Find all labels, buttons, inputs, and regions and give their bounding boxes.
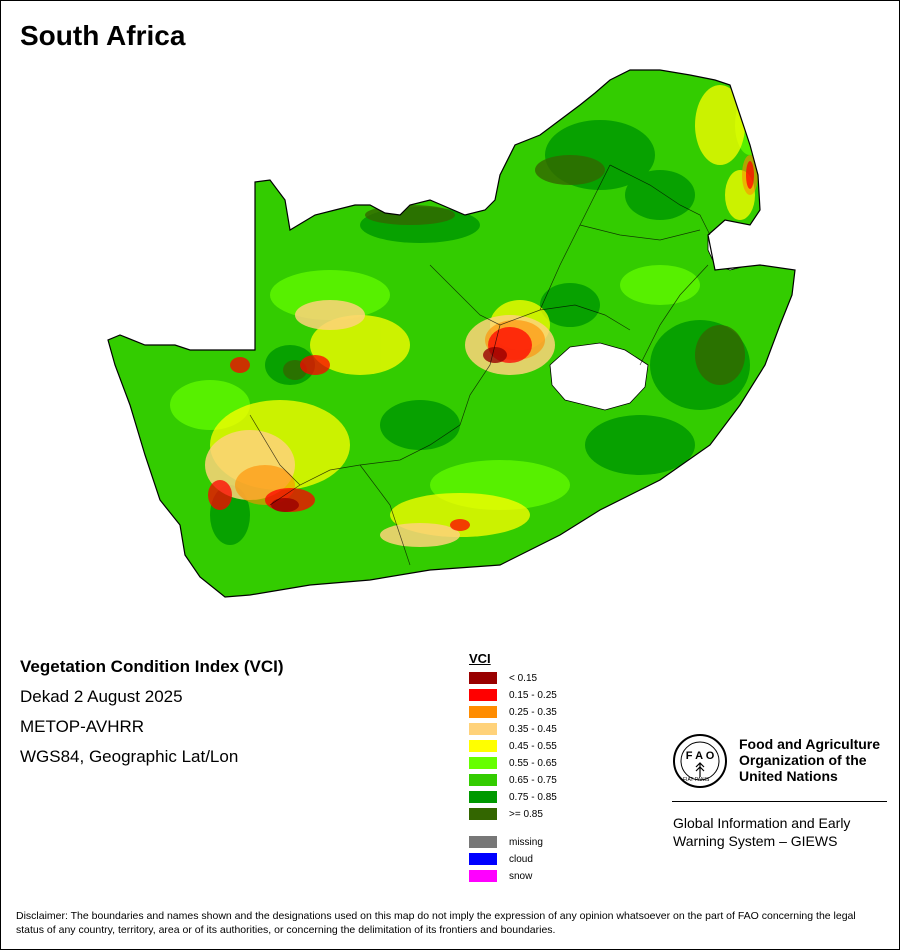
map-title: South Africa [20, 20, 186, 51]
legend-class-label: >= 0.85 [509, 808, 543, 820]
legend-class-swatch [469, 706, 497, 718]
legend-special-row: snow [469, 869, 532, 883]
map-projection: WGS84, Geographic Lat/Lon [20, 747, 239, 766]
province-boundaries [249, 164, 711, 566]
legend-title: VCI [469, 651, 491, 666]
vci-very-low-patches [208, 161, 754, 531]
vci-extreme-low-patches [271, 347, 507, 512]
fao-name-line1: Food and Agriculture [739, 736, 881, 752]
legend-class-label: 0.15 - 0.25 [509, 689, 557, 701]
giews-name: Global Information and Early Warning Sys… [673, 814, 893, 850]
legend-special-swatch [469, 853, 497, 865]
legend-class-row: 0.65 - 0.75 [469, 773, 557, 787]
eswatini-area [707, 222, 761, 271]
legend-special-row: cloud [469, 852, 533, 866]
legend-class-swatch [469, 808, 497, 820]
fao-name-line3: United Nations [739, 768, 838, 784]
legend-special-swatch [469, 870, 497, 882]
legend-class-swatch [469, 689, 497, 701]
legend-class-row: 0.55 - 0.65 [469, 756, 557, 770]
fao-name: Food and Agriculture Organization of the… [739, 736, 899, 784]
legend-special-label: snow [509, 870, 533, 882]
legend-class-swatch [469, 774, 497, 786]
legend-class-row: 0.75 - 0.85 [469, 790, 557, 804]
legend-class-row: < 0.15 [469, 671, 537, 685]
giews-line1: Global Information and Early [673, 815, 851, 831]
svg-text:F A O: F A O [686, 750, 715, 762]
legend-class-row: 0.35 - 0.45 [469, 722, 557, 736]
map-product-title: Vegetation Condition Index (VCI) [20, 657, 284, 676]
legend-class-label: 0.25 - 0.35 [509, 706, 557, 718]
lesotho-area [549, 342, 649, 411]
legend-class-row: >= 0.85 [469, 807, 543, 821]
legend-class-label: 0.35 - 0.45 [509, 723, 557, 735]
legend-special-swatch [469, 836, 497, 848]
map-dekad: Dekad 2 August 2025 [20, 687, 183, 706]
legend-class-label: < 0.15 [509, 672, 538, 684]
fao-logo: F A O FIAT PANIS [673, 734, 727, 788]
legend-class-row: 0.15 - 0.25 [469, 688, 557, 702]
legend-class-label: 0.65 - 0.75 [509, 774, 557, 786]
legend-special-label: cloud [509, 853, 533, 865]
legend-class-swatch [469, 757, 497, 769]
legend-class-label: 0.75 - 0.85 [509, 791, 557, 803]
legend-class-swatch [469, 723, 497, 735]
disclaimer: Disclaimer: The boundaries and names sho… [16, 910, 856, 936]
fao-logo-motto: FIAT PANIS [683, 777, 710, 783]
map-sensor: METOP-AVHRR [20, 717, 145, 736]
legend-class-label: 0.45 - 0.55 [509, 740, 557, 752]
giews-line2: Warning System – GIEWS [673, 833, 838, 849]
legend-class-swatch [469, 740, 497, 752]
legend-class-row: 0.25 - 0.35 [469, 705, 557, 719]
legend-class-row: 0.45 - 0.55 [469, 739, 557, 753]
vci-map [107, 69, 796, 598]
legend-class-swatch [469, 672, 497, 684]
legend-special-label: missing [509, 836, 543, 848]
fao-name-line2: Organization of the [739, 752, 867, 768]
legend-class-label: 0.55 - 0.65 [509, 757, 557, 769]
vci-very-high-patches [283, 155, 745, 385]
fao-divider [672, 801, 887, 802]
legend-class-swatch [469, 791, 497, 803]
legend-special-row: missing [469, 835, 543, 849]
